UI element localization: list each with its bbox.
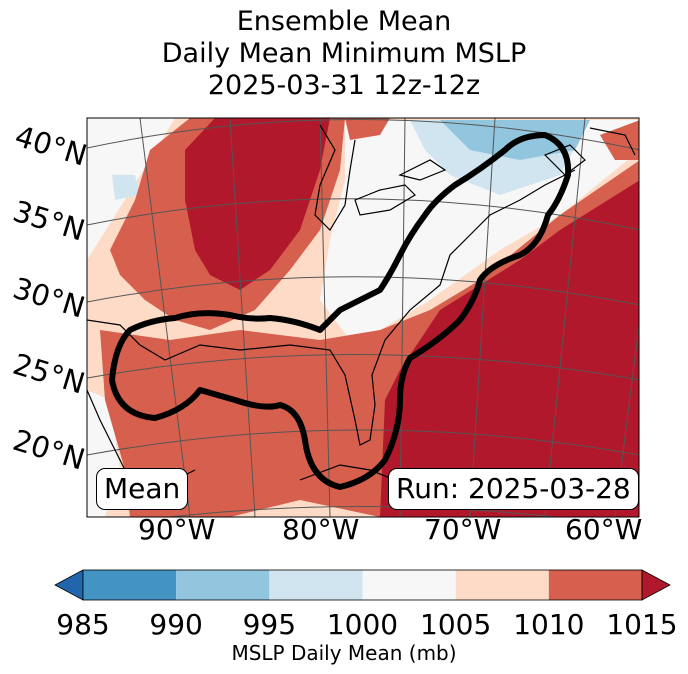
colorbar-extend-low: [54, 569, 84, 601]
map-frame: [86, 117, 640, 518]
colorbar-segment-990-995: [176, 570, 270, 600]
lon-line-70: [469, 118, 496, 517]
lat-line-25: [87, 354, 639, 381]
title-line-1: Ensemble Mean: [236, 6, 452, 37]
lat-line-35: [87, 198, 639, 231]
us-coastline: [87, 169, 576, 446]
colorbar-segment-995-1000: [269, 570, 363, 600]
lon-label-70: 70°W: [424, 513, 502, 546]
outline-contour: [109, 132, 572, 490]
colorbar-label: MSLP Daily Mean (mb): [231, 641, 457, 665]
colorbar-frame: [82, 569, 643, 601]
title-line-3: 2025-03-31 12z-12z: [207, 70, 481, 101]
lat-line-15: [165, 506, 561, 517]
colorbar-segment-985-990: [83, 570, 177, 600]
colorbar-tick-1005: 1005: [420, 608, 492, 641]
lat-line-30: [87, 276, 639, 306]
lon-label-60: 60°W: [565, 513, 643, 546]
colorbar-tick-1015: 1015: [606, 608, 678, 641]
run-label-box: Run: 2025-03-28: [388, 468, 639, 510]
newfoundland-coast: [589, 127, 636, 156]
lon-line-80: [319, 118, 331, 517]
lon-line-60: [614, 321, 639, 517]
colorbar-tick-985: 985: [56, 608, 110, 641]
colorbar-segment-1010-1015: [548, 570, 642, 600]
colorbar-segment-1000-1005: [362, 570, 456, 600]
great-lakes-michigan: [314, 124, 356, 231]
field-1010-1015-north-small: [345, 118, 390, 140]
lon-label-90: 90°W: [138, 513, 216, 546]
colorbar-tick-1010: 1010: [513, 608, 585, 641]
colorbar: [54, 569, 671, 601]
graticule: [87, 118, 639, 517]
lat-line-20: [87, 429, 639, 456]
colorbar-tick-995: 995: [242, 608, 297, 641]
lon-line-65: [544, 118, 586, 517]
colorbar-tick-1000: 1000: [326, 608, 399, 641]
colorbar-segment-1005-1010: [455, 570, 549, 600]
lon-label-80: 80°W: [282, 513, 360, 546]
lat-line-40: [87, 119, 639, 151]
title-line-2: Daily Mean Minimum MSLP: [161, 38, 527, 69]
great-lakes-ontario: [398, 159, 447, 181]
mean-label-box: Mean: [96, 468, 189, 510]
field-1010-1015-northeast: [600, 120, 639, 160]
field-above-1015-atlantic: [380, 180, 639, 517]
great-lakes-erie: [354, 184, 416, 216]
field-995-1000-west: [112, 175, 140, 200]
lon-line-75: [399, 118, 406, 517]
colorbar-extend-high: [641, 569, 671, 601]
colorbar-tick-990: 990: [149, 608, 203, 641]
map-field: [87, 118, 639, 517]
field-above-1015-north: [185, 118, 330, 290]
